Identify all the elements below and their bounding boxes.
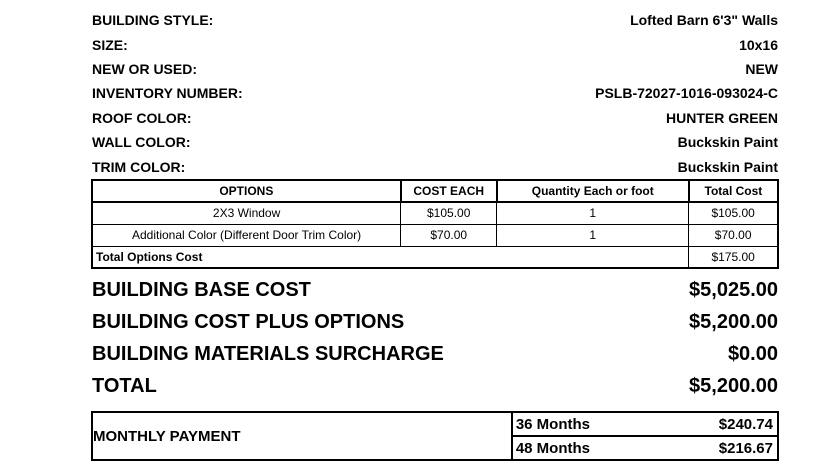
total-options-cost-value: $175.00 bbox=[688, 245, 779, 269]
spec-row-roof-color: ROOF COLOR: HUNTER GREEN bbox=[92, 106, 778, 130]
summary-row-cost-plus-options: BUILDING COST PLUS OPTIONS $5,200.00 bbox=[92, 306, 778, 338]
spec-value: NEW bbox=[745, 60, 778, 77]
options-table: OPTIONS COST EACH Quantity Each or foot … bbox=[91, 179, 780, 269]
term-cell-36-months: 36 Months $240.74 bbox=[510, 411, 780, 437]
table-row: 2X3 Window $105.00 1 $105.00 bbox=[91, 201, 779, 225]
spec-label: BUILDING STYLE: bbox=[92, 12, 214, 29]
total-cost-cell: $70.00 bbox=[688, 223, 779, 247]
cost-each-header-cell: COST EACH bbox=[399, 179, 498, 203]
spec-label: INVENTORY NUMBER: bbox=[92, 85, 243, 102]
spec-label: SIZE: bbox=[92, 36, 128, 53]
options-header-cell: OPTIONS bbox=[91, 179, 402, 203]
spec-label: NEW OR USED: bbox=[92, 60, 197, 77]
spec-value: HUNTER GREEN bbox=[665, 109, 778, 126]
term-name: 48 Months bbox=[515, 439, 591, 457]
spec-value: Lofted Barn 6'3" Walls bbox=[630, 12, 778, 29]
spec-row-trim-color: TRIM COLOR: Buckskin Paint bbox=[92, 154, 778, 178]
monthly-payment-label: MONTHLY PAYMENT bbox=[91, 411, 513, 461]
spec-row-size: SIZE: 10x16 bbox=[92, 32, 778, 56]
spec-label: ROOF COLOR: bbox=[92, 109, 192, 126]
term-cell-48-months: 48 Months $216.67 bbox=[510, 435, 780, 461]
table-row: Additional Color (Different Door Trim Co… bbox=[91, 223, 779, 247]
options-footer-row: Total Options Cost $175.00 bbox=[91, 245, 779, 269]
table-row: MONTHLY PAYMENT 36 Months $240.74 bbox=[91, 411, 780, 461]
summary-value: $0.00 bbox=[727, 342, 778, 365]
spec-row-new-or-used: NEW OR USED: NEW bbox=[92, 57, 778, 81]
spec-label: WALL COLOR: bbox=[92, 134, 191, 151]
spec-row-inventory-number: INVENTORY NUMBER: PSLB-72027-1016-093024… bbox=[92, 81, 778, 105]
quantity-cell: 1 bbox=[496, 223, 690, 247]
total-cost-cell: $105.00 bbox=[688, 201, 779, 225]
spec-label: TRIM COLOR: bbox=[92, 158, 186, 175]
spec-value: 10x16 bbox=[739, 36, 778, 53]
summary-row-total: TOTAL $5,200.00 bbox=[92, 370, 778, 402]
summary-label: BUILDING BASE COST bbox=[92, 278, 311, 301]
summary-label: TOTAL bbox=[92, 374, 157, 397]
spec-row-building-style: BUILDING STYLE: Lofted Barn 6'3" Walls bbox=[92, 8, 778, 32]
term-name: 36 Months bbox=[515, 415, 591, 433]
quantity-cell: 1 bbox=[496, 201, 690, 225]
quantity-header-cell: Quantity Each or foot bbox=[495, 179, 690, 203]
term-amount: $240.74 bbox=[718, 415, 773, 433]
term-amount: $216.67 bbox=[718, 439, 773, 457]
option-name-cell: 2X3 Window bbox=[91, 201, 402, 225]
summary-value: $5,200.00 bbox=[689, 374, 778, 397]
monthly-payment-section: MONTHLY PAYMENT 36 Months $240.74 48 Mon… bbox=[91, 411, 780, 461]
total-cost-header-cell: Total Cost bbox=[687, 179, 780, 203]
summary-row-materials-surcharge: BUILDING MATERIALS SURCHARGE $0.00 bbox=[92, 338, 778, 370]
spec-value: PSLB-72027-1016-093024-C bbox=[595, 85, 778, 102]
cost-summary-section: BUILDING BASE COST $5,025.00 BUILDING CO… bbox=[92, 274, 778, 402]
cost-each-cell: $105.00 bbox=[400, 201, 498, 225]
summary-label: BUILDING COST PLUS OPTIONS bbox=[92, 310, 405, 333]
option-name-cell: Additional Color (Different Door Trim Co… bbox=[91, 223, 402, 247]
summary-value: $5,025.00 bbox=[689, 278, 778, 301]
summary-row-base-cost: BUILDING BASE COST $5,025.00 bbox=[92, 274, 778, 306]
summary-label: BUILDING MATERIALS SURCHARGE bbox=[92, 342, 444, 365]
building-specs-section: BUILDING STYLE: Lofted Barn 6'3" Walls S… bbox=[92, 8, 778, 179]
spec-value: Buckskin Paint bbox=[677, 158, 778, 175]
total-options-cost-label: Total Options Cost bbox=[91, 245, 690, 269]
summary-value: $5,200.00 bbox=[689, 310, 778, 333]
monthly-payment-table: MONTHLY PAYMENT 36 Months $240.74 48 Mon… bbox=[91, 411, 780, 461]
table-row: 48 Months $216.67 bbox=[92, 435, 780, 461]
cost-each-cell: $70.00 bbox=[400, 223, 498, 247]
spec-row-wall-color: WALL COLOR: Buckskin Paint bbox=[92, 130, 778, 154]
spec-value: Buckskin Paint bbox=[677, 134, 778, 151]
options-table-section: OPTIONS COST EACH Quantity Each or foot … bbox=[91, 179, 780, 269]
options-header-row: OPTIONS COST EACH Quantity Each or foot … bbox=[91, 179, 780, 203]
